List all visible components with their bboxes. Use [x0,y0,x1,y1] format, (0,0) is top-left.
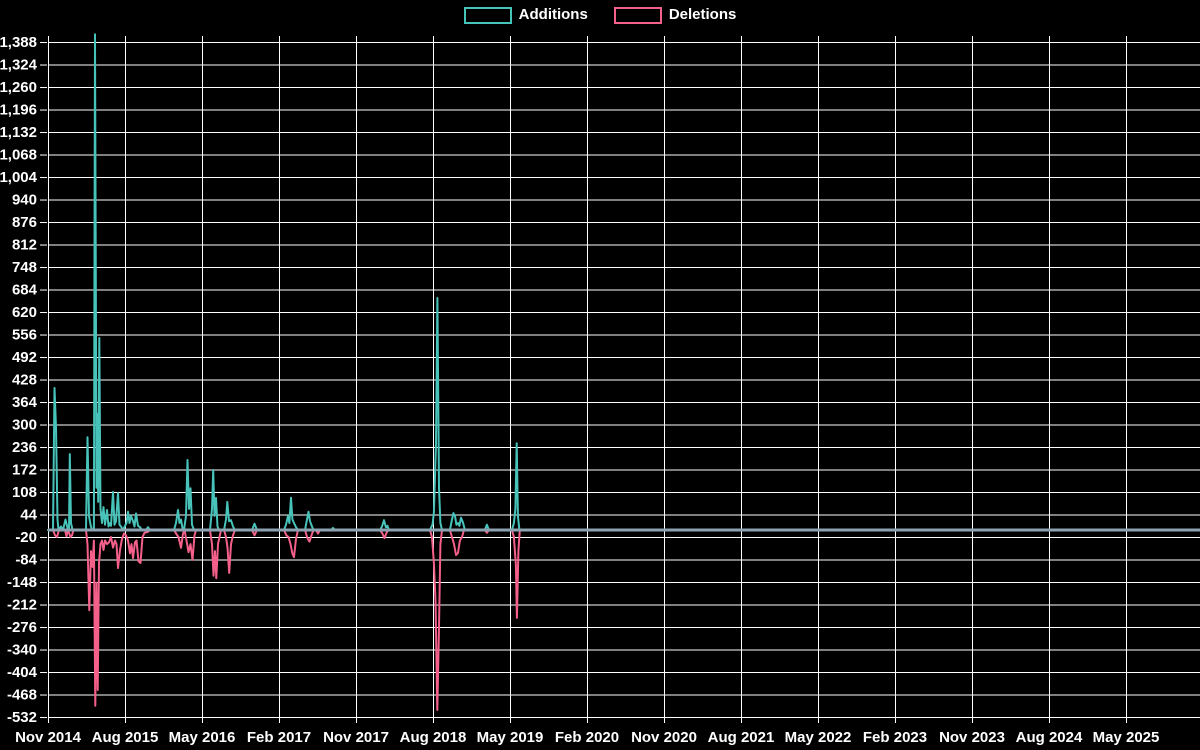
grid-lines [40,36,1200,724]
axis-labels: 1,388 1,324 1,260 1,196 1,132 1,068 1,004 940 87… [0,34,1159,746]
y-axis-tick-label: -148 [7,574,37,591]
x-axis-tick-label: Aug 2024 [1016,729,1083,746]
y-axis-tick-label: 1,388 [0,34,37,51]
y-axis-tick-label: 1,196 [0,102,37,119]
y-axis-tick-label: 1,260 [0,79,37,96]
x-axis-tick-label: Feb 2017 [247,729,311,746]
y-axis-tick-label: 236 [12,439,37,456]
y-axis-tick-label: -84 [15,552,37,569]
y-axis-tick-label: 492 [12,349,37,366]
y-axis-tick-label: 172 [12,462,37,479]
legend: Additions Deletions [0,6,1200,24]
legend-item-deletions[interactable]: Deletions [613,6,737,24]
y-axis-tick-label: -404 [7,664,38,681]
y-axis-tick-label: 1,068 [0,147,37,164]
x-axis-tick-label: May 2016 [169,729,236,746]
y-axis-tick-label: 1,324 [0,57,38,74]
deletions-line [47,529,1200,711]
x-axis-tick-label: Feb 2023 [863,729,927,746]
y-axis-tick-label: 1,004 [0,169,38,186]
y-axis-tick-label: 108 [12,484,37,501]
y-axis-tick-label: 940 [12,192,37,209]
y-axis-tick-label: 364 [12,394,38,411]
y-axis-tick-label: -340 [7,642,37,659]
x-axis-tick-label: Aug 2015 [92,729,159,746]
legend-label-additions: Additions [518,6,588,23]
y-axis-tick-label: 428 [12,372,37,389]
y-axis-tick-label: -20 [15,529,37,546]
additions-swatch-icon [463,6,512,24]
y-axis-tick-label: 748 [12,259,37,276]
x-axis-tick-label: Aug 2018 [400,729,467,746]
y-axis-tick-label: 44 [20,507,37,524]
y-axis-tick-label: 300 [12,417,37,434]
x-axis-tick-label: Feb 2020 [555,729,619,746]
y-axis-tick-label: 1,132 [0,124,37,141]
x-axis-tick-label: Nov 2017 [323,729,389,746]
y-axis-tick-label: 684 [12,282,38,299]
x-axis-tick-label: Nov 2020 [631,729,697,746]
x-axis-tick-label: Nov 2014 [15,729,82,746]
y-axis-tick-label: -468 [7,687,37,704]
y-axis-tick-label: -212 [7,597,37,614]
y-axis-tick-label: 812 [12,237,37,254]
x-axis-tick-label: Nov 2023 [939,729,1005,746]
x-axis-tick-label: May 2019 [477,729,544,746]
y-axis-tick-label: 876 [12,214,37,231]
x-axis-tick-label: May 2025 [1093,729,1160,746]
y-axis-tick-label: -276 [7,619,37,636]
x-axis-tick-label: May 2022 [785,729,852,746]
additions-line [47,33,1200,531]
legend-item-additions[interactable]: Additions [463,6,588,24]
x-axis-tick-label: Aug 2021 [708,729,775,746]
deletions-swatch-icon [613,6,662,24]
y-axis-tick-label: 620 [12,304,37,321]
y-axis-tick-label: 556 [12,327,37,344]
y-axis-tick-label: -532 [7,709,37,726]
legend-label-deletions: Deletions [668,6,737,23]
